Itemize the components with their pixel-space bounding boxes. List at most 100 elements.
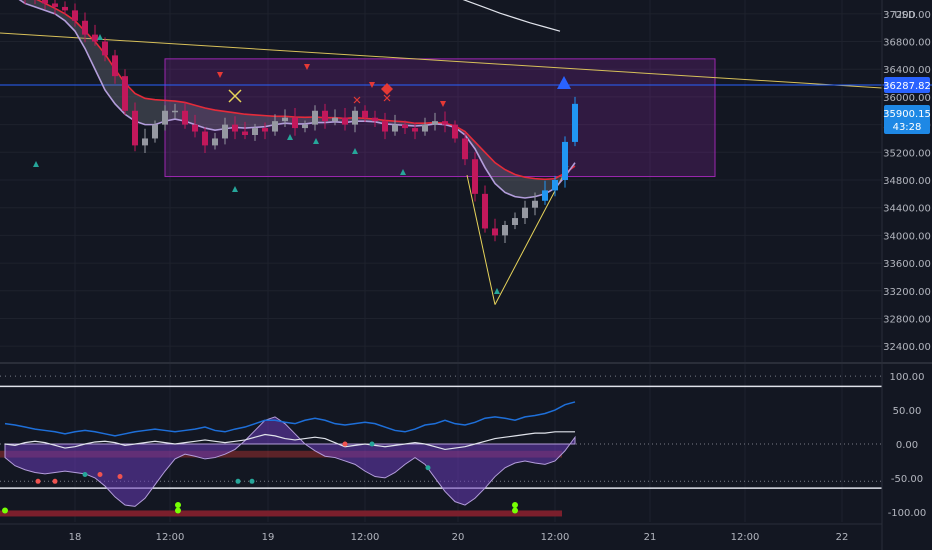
osc-y-tick-label: 0.00 [896,440,918,451]
osc-y-tick-label: -100.00 [888,508,927,519]
sma-white-line [462,0,561,32]
x-tick-label: 20 [452,532,465,543]
y-tick-label: 35200.00 [883,148,931,159]
osc-teal-dot [82,472,88,478]
candle-body [522,207,528,219]
osc-red-dot [52,478,58,484]
x-tick-label: 18 [69,532,82,543]
osc-y-tick-label: 50.00 [893,406,922,417]
countdown-text: 43:28 [893,122,922,133]
candlestick-series [24,0,578,243]
moving-average-ribbon [18,0,576,199]
osc-green-dot [175,502,181,509]
candle-body [442,121,448,125]
candle-body [402,124,408,129]
candle-body [222,124,228,139]
osc-green-dot [175,507,181,514]
x-tick-label: 22 [836,532,849,543]
osc-y-tick-label: 100.00 [890,372,925,383]
candle-body [462,138,468,160]
y-tick-label: 33200.00 [883,287,931,298]
candle-body [212,138,218,146]
candle-body [492,228,498,236]
candle-body [502,225,508,236]
y-tick-label: 32400.00 [883,342,931,353]
candle-body [272,121,278,132]
candle-body [452,124,458,139]
buy-signal-marker [287,134,293,140]
signal-markers [33,34,571,294]
x-tick-label: 21 [644,532,657,543]
osc-teal-dot [369,441,375,447]
candle-body [512,218,518,225]
candle-body [542,190,548,201]
candle-body [172,110,178,113]
candle-body [202,131,208,146]
sell-signal-marker [304,64,310,70]
candle-body [562,141,568,180]
candle-body [122,76,128,111]
osc-red-dot [117,474,123,480]
candle-body [342,117,348,125]
last-price-text: 35900.15 [883,109,931,120]
x-tick-label: 12:00 [351,532,380,543]
candle-body [232,124,238,132]
y-tick-label: 36400.00 [883,65,931,76]
y-tick-label: 32800.00 [883,314,931,325]
osc-green-dot [512,502,518,509]
x-tick-label: 12:00 [731,532,760,543]
candle-body [52,3,58,7]
candle-body [152,124,158,139]
candle-body [362,110,368,118]
candle-body [262,128,268,132]
buy-signal-marker [352,148,358,154]
buy-signal-marker [33,161,39,167]
currency-label: USD [894,10,916,21]
y-tick-label: 36800.00 [883,38,931,49]
osc-teal-dot [249,478,255,484]
ribbon-fill [20,0,575,198]
y-tick-label: 36000.00 [883,93,931,104]
candle-body [282,117,288,122]
x-tick-label: 19 [262,532,275,543]
candle-body [312,110,318,125]
price-tags: 36287.82 35900.15 43:28 [883,77,931,134]
cross-signal-marker [228,89,242,103]
candle-body [242,131,248,135]
candle-body [432,121,438,125]
candle-body [72,10,78,21]
y-tick-label: 34800.00 [883,176,931,187]
wedge-left-line [466,175,496,305]
candle-body [162,110,168,125]
ema-red-line [36,0,576,181]
candle-body [482,193,488,229]
candle-body [572,103,578,142]
osc-bottom-band [0,510,562,517]
candle-body [352,110,358,125]
candle-body [322,110,328,122]
candle-body [42,0,48,4]
candle-body [472,159,478,194]
candle-body [132,110,138,146]
buy-signal-marker [97,34,103,40]
zone-rectangle [164,58,716,178]
x-tick-label: 12:00 [156,532,185,543]
y-tick-label: 37200.00 [883,10,931,21]
small-cross-marker [353,96,361,104]
sell-signal-marker [440,101,446,107]
osc-white-line [4,431,575,451]
candle-body [412,128,418,132]
sell-signal-marker [369,82,375,88]
candle-body [532,200,538,208]
candle-body [102,41,108,56]
buy-signal-marker [313,138,319,144]
buy-signal-marker [494,288,500,294]
osc-green-dot [2,507,8,514]
candle-body [82,20,88,35]
candle-body [192,124,198,132]
oscillator-pane [0,375,882,517]
y-tick-label: 33600.00 [883,259,931,270]
current-price-tag [884,77,930,93]
